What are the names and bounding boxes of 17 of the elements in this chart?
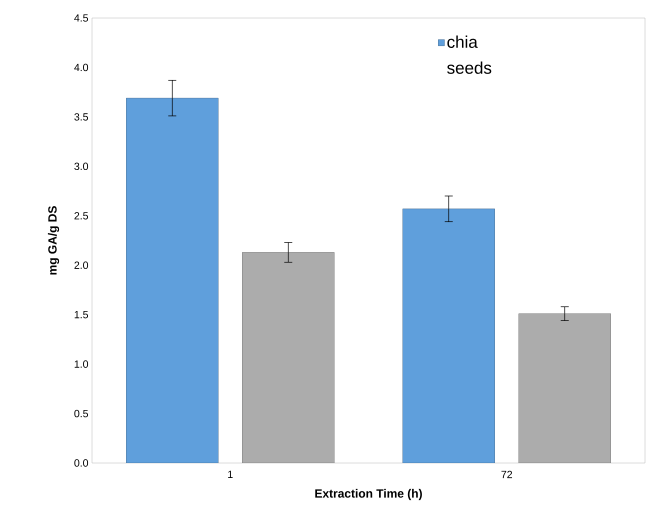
x-axis-title: Extraction Time (h) <box>315 488 422 500</box>
y-tick-label: 4.5 <box>74 14 88 22</box>
y-axis-title: mg GA/g DS <box>48 206 60 275</box>
y-tick-label: 3.5 <box>74 113 88 121</box>
y-tick-label: 0.5 <box>74 410 88 418</box>
y-tick-label: 2.0 <box>74 262 88 269</box>
bar <box>126 98 218 463</box>
x-tick-label: 1 <box>228 470 233 478</box>
y-tick-label: 1.5 <box>74 311 88 318</box>
bar <box>402 208 495 463</box>
y-tick-label: 4.0 <box>74 64 88 72</box>
y-tick-label: 1.0 <box>74 360 88 368</box>
y-tick-label: 3.0 <box>74 162 88 170</box>
y-tick-label: 0.0 <box>74 459 88 467</box>
y-tick-label: 2.5 <box>74 212 88 220</box>
legend-label: chia seeds <box>447 36 492 74</box>
x-tick-label: 72 <box>501 470 512 478</box>
